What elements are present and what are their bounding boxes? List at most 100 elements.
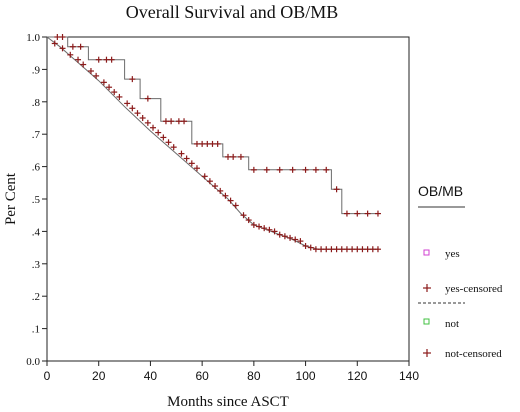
censor-marker-not-censored	[343, 246, 350, 253]
y-tick-label: .3	[32, 259, 41, 271]
censor-marker-not-censored	[281, 233, 288, 240]
censor-marker-not-censored	[328, 246, 335, 253]
censor-marker-not-censored	[111, 89, 118, 96]
censor-marker-not-censored	[232, 202, 239, 209]
series-markers	[51, 34, 381, 253]
censor-marker-not-censored	[183, 155, 190, 162]
y-tick-label: .8	[32, 97, 41, 109]
censor-marker-yes-censored	[333, 186, 340, 193]
censor-marker-not-censored	[93, 72, 100, 79]
censor-marker-not-censored	[312, 246, 319, 253]
censor-marker-yes-censored	[162, 118, 169, 125]
legend-entry-yes-censored: yes-censored	[445, 283, 503, 295]
legend: OB/MB yes yes-censored not not-censored	[418, 183, 503, 360]
censor-marker-yes-censored	[364, 210, 371, 217]
censor-marker-not-censored	[318, 246, 325, 253]
censor-marker-not-censored	[302, 242, 309, 249]
censor-marker-yes-censored	[354, 210, 361, 217]
x-axis: 0 20 40 60 80 100 120 140	[44, 361, 419, 383]
chart-title: Overall Survival and OB/MB	[126, 2, 338, 22]
y-tick-label: 1.0	[26, 32, 40, 44]
censor-marker-yes-censored	[108, 56, 115, 63]
censor-marker-not-censored	[250, 221, 257, 228]
censor-marker-not-censored	[271, 228, 278, 235]
censor-marker-yes-censored	[302, 166, 309, 173]
series-line-yes	[47, 36, 378, 215]
censor-marker-yes-censored	[193, 140, 200, 147]
censor-marker-yes-censored	[129, 76, 136, 83]
legend-not-swatch	[423, 318, 430, 325]
censor-marker-yes-censored	[181, 118, 188, 125]
x-tick-label: 80	[247, 369, 261, 383]
censor-marker-not-censored	[155, 129, 162, 136]
legend-yes-censored-marker	[423, 284, 431, 292]
legend-yes-swatch	[423, 249, 430, 256]
censor-marker-not-censored	[160, 134, 167, 141]
censor-marker-not-censored	[144, 119, 151, 126]
legend-title: OB/MB	[418, 183, 463, 199]
censor-marker-not-censored	[287, 234, 294, 241]
censor-marker-not-censored	[222, 192, 229, 199]
censor-marker-not-censored	[206, 178, 213, 185]
censor-marker-not-censored	[261, 225, 268, 232]
censor-marker-not-censored	[240, 212, 247, 219]
censor-marker-yes-censored	[204, 140, 211, 147]
censor-marker-yes-censored	[144, 95, 151, 102]
censor-marker-not-censored	[80, 61, 87, 68]
y-axis-label: Per Cent	[3, 172, 19, 225]
censor-marker-yes-censored	[263, 166, 270, 173]
y-axis: 0.0 .1 .2 .3 .4 .5 .6 .7 .8 .9 1.0	[26, 32, 47, 368]
censor-marker-not-censored	[100, 79, 107, 86]
censor-marker-not-censored	[292, 236, 299, 243]
censor-marker-not-censored	[256, 223, 263, 230]
censor-marker-not-censored	[124, 100, 131, 107]
censor-marker-not-censored	[59, 45, 66, 52]
y-tick-label: .7	[32, 129, 41, 141]
y-tick-label: 0.0	[26, 356, 40, 368]
censor-marker-not-censored	[349, 246, 356, 253]
censor-marker-not-censored	[106, 84, 113, 91]
censor-marker-not-censored	[193, 165, 200, 172]
y-tick-label: .2	[32, 291, 40, 303]
censor-marker-yes-censored	[312, 166, 319, 173]
censor-marker-yes-censored	[276, 166, 283, 173]
x-tick-label: 140	[399, 369, 419, 383]
censor-marker-yes-censored	[237, 153, 244, 160]
censor-marker-not-censored	[354, 246, 361, 253]
censor-marker-yes-censored	[374, 210, 381, 217]
censor-marker-not-censored	[51, 40, 58, 47]
censor-marker-not-censored	[217, 187, 224, 194]
x-tick-label: 0	[44, 369, 51, 383]
censor-marker-yes-censored	[199, 140, 206, 147]
censor-marker-yes-censored	[77, 43, 84, 50]
censor-marker-not-censored	[297, 238, 304, 245]
y-tick-label: .5	[32, 194, 41, 206]
censor-marker-not-censored	[67, 51, 74, 58]
censor-marker-yes-censored	[214, 140, 221, 147]
x-tick-label: 40	[144, 369, 158, 383]
censor-marker-not-censored	[333, 246, 340, 253]
censor-marker-not-censored	[134, 110, 141, 117]
censor-marker-not-censored	[178, 150, 185, 157]
censor-marker-yes-censored	[103, 56, 110, 63]
legend-not-censored-marker	[423, 349, 431, 357]
censor-marker-not-censored	[201, 173, 208, 180]
censor-marker-yes-censored	[59, 34, 66, 40]
censor-marker-not-censored	[307, 244, 314, 251]
censor-marker-not-censored	[139, 115, 146, 121]
censor-marker-not-censored	[150, 124, 157, 131]
legend-entry-not: not	[445, 318, 459, 330]
x-tick-label: 20	[92, 369, 106, 383]
censor-marker-not-censored	[359, 246, 366, 253]
censor-marker-not-censored	[212, 183, 219, 190]
legend-entry-not-censored: not-censored	[445, 348, 502, 360]
censor-marker-yes-censored	[323, 166, 330, 173]
censor-marker-not-censored	[188, 160, 195, 167]
censor-marker-yes-censored	[230, 153, 237, 160]
x-tick-label: 60	[195, 369, 209, 383]
censor-marker-not-censored	[75, 56, 82, 63]
censor-marker-yes-censored	[289, 166, 296, 173]
censor-marker-not-censored	[245, 217, 252, 224]
censor-marker-yes-censored	[95, 56, 102, 63]
